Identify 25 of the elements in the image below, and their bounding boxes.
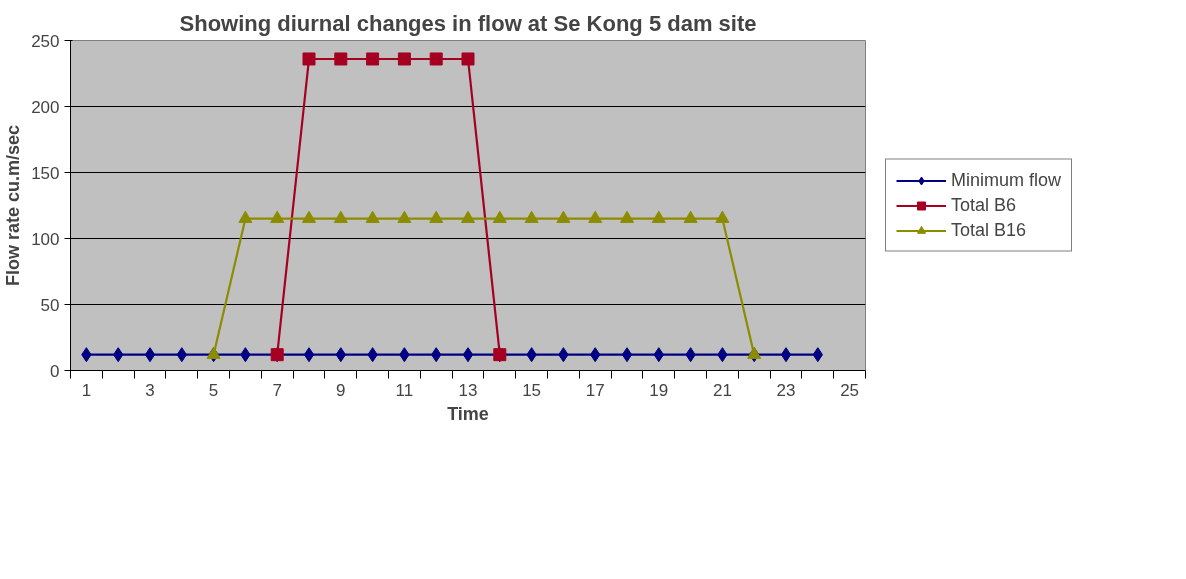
y-tick-label: 50 [40, 295, 60, 315]
x-tick-label: 11 [395, 380, 414, 400]
x-tick-label: 1 [81, 380, 92, 400]
x-tick-label: 25 [840, 380, 860, 400]
y-tick-label: 0 [50, 361, 60, 381]
x-tick-label: 17 [585, 380, 605, 400]
x-tick-label: 19 [649, 380, 669, 400]
y-tick-label: 100 [31, 229, 60, 249]
x-tick-label: 15 [522, 380, 542, 400]
x-tick-label: 7 [272, 380, 282, 400]
chart-title: Showing diurnal changes in flow at Se Kong 5 dam site [179, 10, 757, 36]
y-tick-label: 200 [31, 97, 60, 117]
x-tick-label: 13 [458, 380, 478, 400]
x-tick-label: 5 [208, 380, 219, 400]
y-axis-title: Flow rate cu.m/sec [3, 124, 24, 287]
x-axis-title: Time [447, 403, 489, 424]
x-tick-label: 3 [145, 380, 155, 400]
y-tick-label: 150 [31, 163, 60, 183]
legend-label: Total B16 [951, 219, 1027, 241]
x-tick-label: 21 [712, 380, 732, 400]
x-tick-label: 9 [336, 380, 346, 400]
legend-label: Total B6 [951, 194, 1017, 216]
y-tick-label: 250 [31, 31, 60, 51]
x-tick-label: 23 [776, 380, 796, 400]
legend-label: Minimum flow [951, 169, 1062, 191]
